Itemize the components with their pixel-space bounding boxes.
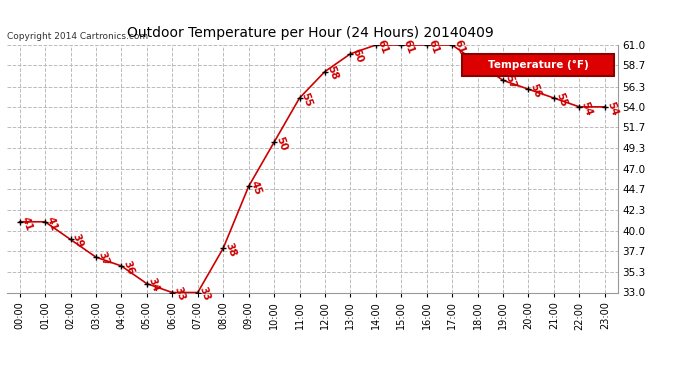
Text: 54: 54 xyxy=(605,100,619,117)
Text: 33: 33 xyxy=(172,285,186,303)
FancyBboxPatch shape xyxy=(462,54,615,76)
Text: Temperature (°F): Temperature (°F) xyxy=(488,60,589,70)
Text: Outdoor Temperature per Hour (24 Hours) 20140409: Outdoor Temperature per Hour (24 Hours) … xyxy=(127,26,494,40)
Text: 55: 55 xyxy=(299,91,314,108)
Text: 41: 41 xyxy=(19,215,34,232)
Text: 37: 37 xyxy=(96,250,110,267)
Text: 56: 56 xyxy=(529,82,543,99)
Text: 33: 33 xyxy=(198,285,212,303)
Text: 55: 55 xyxy=(554,91,569,108)
Text: 61: 61 xyxy=(402,38,415,55)
Text: Copyright 2014 Cartronics.com: Copyright 2014 Cartronics.com xyxy=(7,32,148,41)
Text: 41: 41 xyxy=(45,215,59,232)
Text: 57: 57 xyxy=(503,74,518,91)
Text: 58: 58 xyxy=(325,64,339,82)
Text: 60: 60 xyxy=(351,47,365,64)
Text: 54: 54 xyxy=(580,100,594,117)
Text: 61: 61 xyxy=(426,38,441,55)
Text: 61: 61 xyxy=(452,38,466,55)
Text: 36: 36 xyxy=(121,259,136,276)
Text: 50: 50 xyxy=(274,135,288,152)
Text: 34: 34 xyxy=(147,277,161,294)
Text: 59: 59 xyxy=(477,56,492,73)
Text: 39: 39 xyxy=(70,232,85,249)
Text: 61: 61 xyxy=(376,38,390,55)
Text: 45: 45 xyxy=(248,180,263,196)
Text: 38: 38 xyxy=(223,242,237,258)
